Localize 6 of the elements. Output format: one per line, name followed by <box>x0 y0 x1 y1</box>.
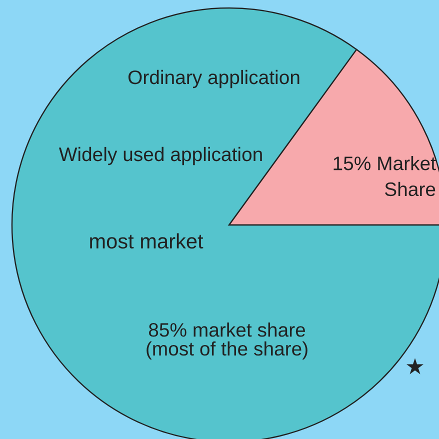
data-label: 85% market share (most of the share) <box>146 322 308 360</box>
text: Widely used application <box>58 146 262 166</box>
text: ★ <box>406 358 424 374</box>
text: most market <box>90 233 204 249</box>
text: Ordinary application <box>128 70 300 88</box>
data-label: 15% Market Share <box>334 156 436 196</box>
